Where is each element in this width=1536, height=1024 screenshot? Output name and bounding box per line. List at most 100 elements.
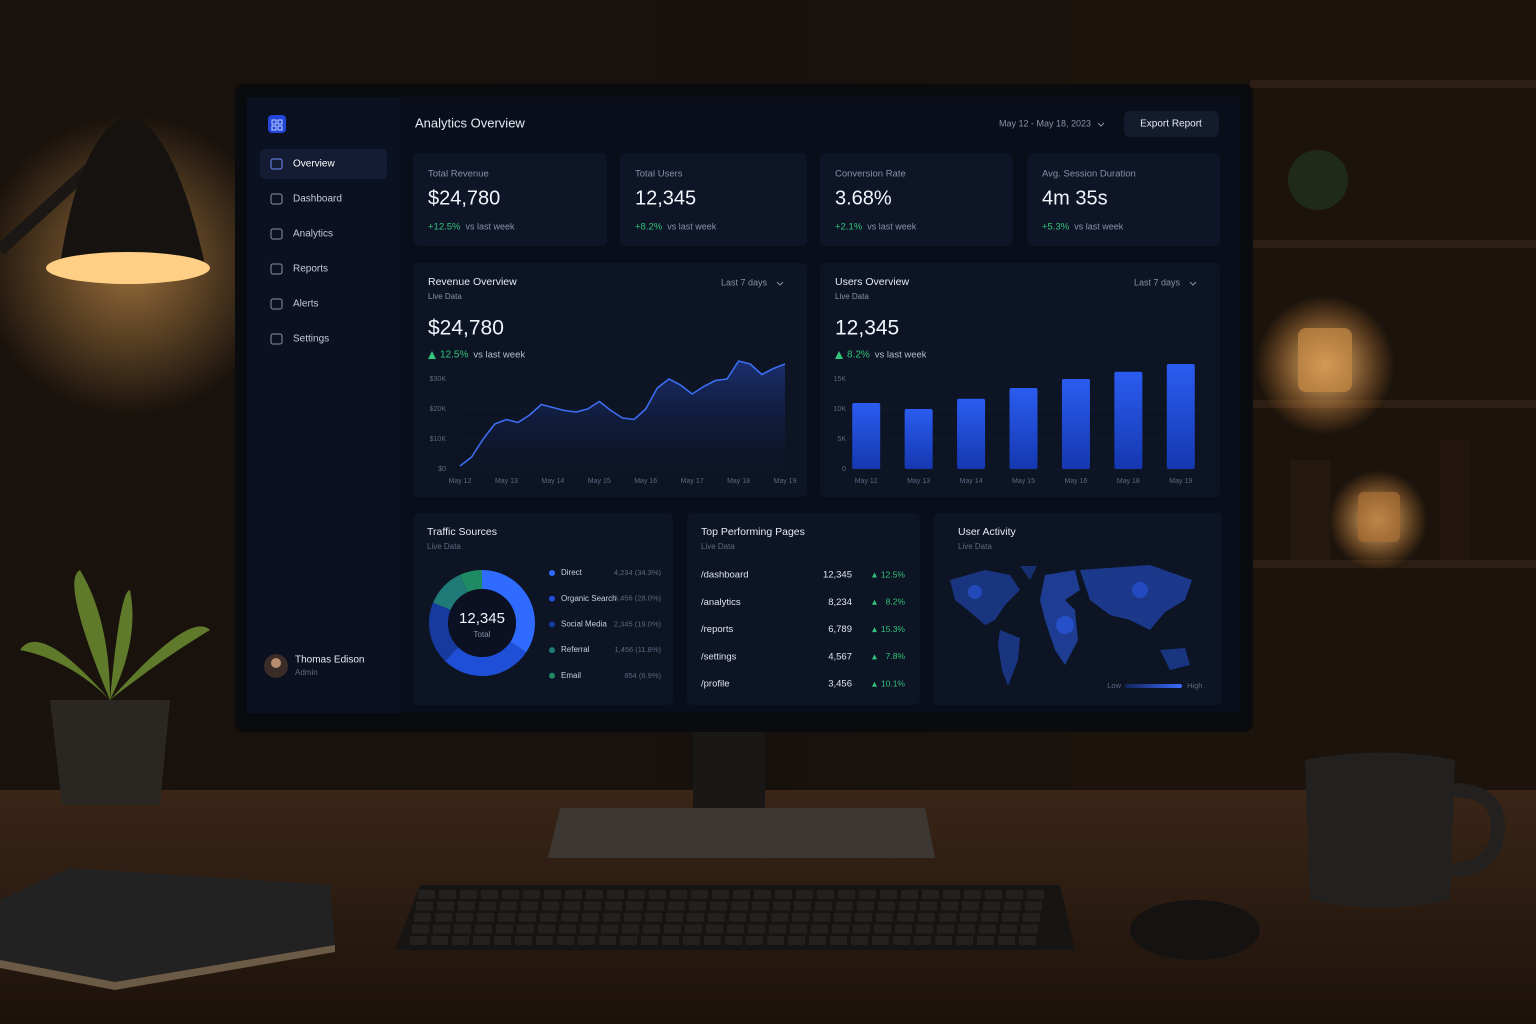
legend-dot <box>549 621 555 628</box>
nav-item[interactable]: Overview <box>293 159 335 170</box>
donut-slice <box>445 641 527 676</box>
key <box>645 913 662 922</box>
page-path: /dashboard <box>701 570 749 581</box>
panel-title: Top Performing Pages <box>701 526 805 538</box>
page-path: /analytics <box>701 597 741 608</box>
donut-slice <box>428 602 459 661</box>
page-change: 8.2% <box>886 597 906 607</box>
legend-dot <box>549 595 555 602</box>
key <box>922 890 939 899</box>
key <box>620 936 637 945</box>
up-arrow <box>835 351 843 359</box>
user-role: Admin <box>295 668 318 677</box>
nav-item[interactable]: Alerts <box>293 299 319 310</box>
key <box>729 913 746 922</box>
key <box>935 936 952 945</box>
y-tick-label: $10K <box>430 436 447 443</box>
x-tick-label: May 19 <box>1169 478 1192 485</box>
panel-subtitle: Live Data <box>958 542 992 551</box>
key <box>855 913 872 922</box>
nav-item[interactable]: Dashboard <box>293 194 342 205</box>
kpi-label: Total Users <box>635 169 683 180</box>
nav-active[interactable] <box>260 149 387 179</box>
key <box>956 936 973 945</box>
monitor-neck <box>693 728 765 813</box>
legend-value: 1,456 (11.8%) <box>614 645 661 654</box>
key <box>580 924 597 934</box>
notebook <box>0 868 335 982</box>
page-title: Analytics Overview <box>415 115 525 130</box>
key <box>752 901 769 911</box>
y-tick-label: 0 <box>842 466 846 473</box>
key <box>706 924 723 934</box>
legend-value: 3,456 (28.0%) <box>614 594 662 603</box>
key <box>897 913 914 922</box>
key <box>662 936 679 945</box>
key <box>769 924 786 934</box>
key <box>603 913 620 922</box>
donut-slice <box>482 570 535 653</box>
legend-label: Social Media <box>561 620 607 629</box>
headline-note: vs last week <box>473 350 525 361</box>
key <box>964 890 981 899</box>
key <box>773 901 790 911</box>
books <box>1440 440 1470 560</box>
x-tick-label: May 14 <box>960 478 983 485</box>
key <box>859 890 876 899</box>
plant-pot <box>50 700 170 805</box>
headline-note: vs last week <box>875 350 927 361</box>
kpi-change: +5.3% <box>1042 222 1070 233</box>
key <box>664 924 681 934</box>
y-tick-label: 10K <box>834 406 847 413</box>
range-select[interactable]: Last 7 days <box>1134 277 1181 287</box>
chevron <box>1189 281 1197 286</box>
user-name: Thomas Edison <box>295 655 364 666</box>
nav-item[interactable]: Settings <box>293 334 329 345</box>
key <box>439 890 456 899</box>
key <box>584 901 601 911</box>
key <box>458 901 475 911</box>
key <box>878 901 895 911</box>
key <box>519 913 536 922</box>
export-button-label[interactable]: Export Report <box>1140 119 1202 130</box>
key <box>874 924 891 934</box>
shelf <box>1250 400 1536 408</box>
kpi-label: Total Revenue <box>428 169 489 180</box>
key <box>939 913 956 922</box>
continent <box>1080 565 1192 630</box>
headline-change: 8.2% <box>847 350 870 361</box>
headline: 12,345 <box>835 317 899 340</box>
key <box>557 936 574 945</box>
bar <box>1061 379 1090 469</box>
panel-title: Revenue Overview <box>428 276 517 288</box>
key <box>981 913 998 922</box>
up-arrow <box>872 654 877 660</box>
key <box>515 936 532 945</box>
panel-title: Users Overview <box>835 276 910 288</box>
nav-item[interactable]: Reports <box>293 264 328 275</box>
key <box>561 913 578 922</box>
y-tick-label: $20K <box>430 406 447 413</box>
continent <box>950 570 1020 625</box>
key <box>796 890 813 899</box>
key <box>685 924 702 934</box>
chevron <box>1097 122 1105 127</box>
key <box>731 901 748 911</box>
y-tick-label: 5K <box>837 436 846 443</box>
key <box>683 936 700 945</box>
page-views: 4,567 <box>828 651 852 662</box>
x-tick-label: May 17 <box>681 478 704 485</box>
date-range: May 12 - May 18, 2023 <box>999 118 1091 128</box>
key <box>622 924 639 934</box>
kpi-change: +12.5% <box>428 222 461 233</box>
nav-item[interactable]: Analytics <box>293 229 333 240</box>
range-select[interactable]: Last 7 days <box>721 277 768 287</box>
panel-title: User Activity <box>958 526 1017 538</box>
key <box>746 936 763 945</box>
key <box>647 901 664 911</box>
export-button[interactable] <box>1124 111 1219 137</box>
key <box>578 936 595 945</box>
key <box>767 936 784 945</box>
shelf <box>1250 240 1536 248</box>
